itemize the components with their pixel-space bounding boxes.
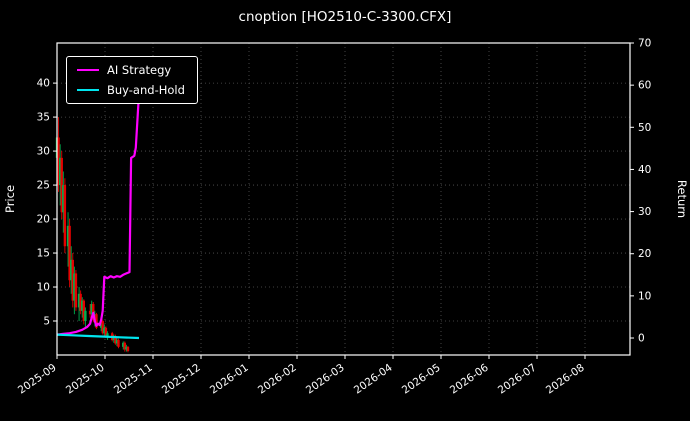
svg-text:15: 15 — [37, 248, 50, 260]
svg-text:20: 20 — [638, 248, 651, 260]
right-axis: 0 10 20 30 40 50 60 70 Return — [630, 38, 689, 345]
plot-border — [56, 42, 631, 356]
svg-text:2025-10: 2025-10 — [64, 362, 107, 397]
svg-text:60: 60 — [638, 80, 651, 92]
svg-text:2026-05: 2026-05 — [400, 362, 443, 397]
ai-strategy-line-swatch — [77, 69, 99, 71]
svg-text:30: 30 — [37, 146, 50, 158]
svg-text:50: 50 — [638, 122, 651, 134]
buy-and-hold-line — [56, 333, 140, 340]
svg-text:2025-11: 2025-11 — [112, 362, 155, 397]
svg-text:20: 20 — [37, 214, 50, 226]
ai-strategy-line — [56, 93, 141, 336]
buy-and-hold-line-swatch — [77, 89, 99, 91]
svg-text:2026-04: 2026-04 — [352, 361, 395, 396]
svg-text:2026-01: 2026-01 — [208, 362, 251, 397]
svg-text:25: 25 — [37, 180, 50, 192]
svg-text:2026-03: 2026-03 — [304, 362, 347, 397]
svg-text:2025-12: 2025-12 — [160, 362, 203, 397]
svg-text:35: 35 — [37, 112, 50, 124]
svg-text:40: 40 — [37, 78, 50, 90]
svg-text:70: 70 — [638, 38, 651, 50]
svg-text:5: 5 — [43, 316, 50, 328]
svg-text:2026-02: 2026-02 — [256, 362, 299, 397]
svg-text:2026-08: 2026-08 — [544, 362, 587, 397]
svg-text:0: 0 — [638, 333, 645, 345]
legend-label-buy-and-hold: Buy-and-Hold — [107, 83, 185, 97]
chart-title: cnoption [HO2510-C-3300.CFX] — [238, 9, 452, 25]
svg-text:10: 10 — [37, 282, 50, 294]
svg-text:30: 30 — [638, 206, 651, 218]
right-axis-label: Return — [675, 180, 689, 218]
chart-legend: AI Strategy Buy-and-Hold — [66, 56, 198, 104]
left-axis-label: Price — [3, 185, 17, 213]
svg-text:40: 40 — [638, 164, 651, 176]
left-axis: 5 10 15 20 25 30 35 40 Price — [3, 78, 57, 328]
svg-text:10: 10 — [638, 290, 651, 302]
legend-label-ai-strategy: AI Strategy — [107, 63, 172, 77]
legend-item-buy-and-hold: Buy-and-Hold — [77, 83, 185, 97]
svg-text:2026-06: 2026-06 — [448, 361, 491, 396]
svg-text:2025-09: 2025-09 — [16, 362, 59, 397]
legend-item-ai-strategy: AI Strategy — [77, 63, 185, 77]
bottom-axis: 2025-09 2025-10 2025-11 2025-12 2026-01 2026-… — [16, 355, 587, 397]
svg-text:2026-07: 2026-07 — [496, 362, 539, 397]
